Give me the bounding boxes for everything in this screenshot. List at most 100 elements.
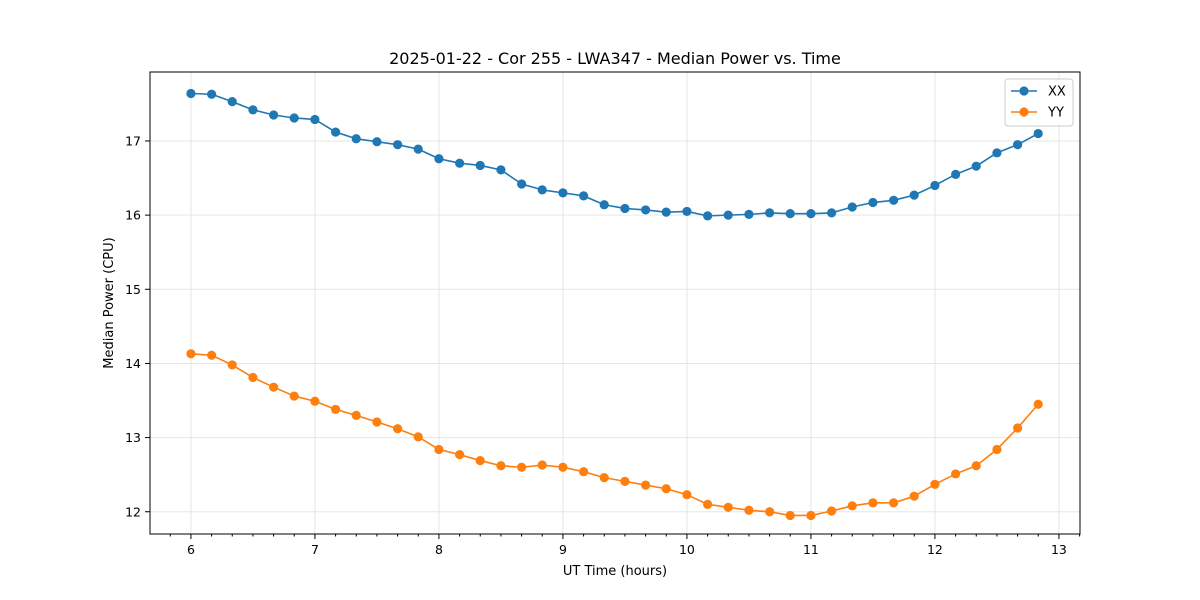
data-point-yy <box>599 473 609 483</box>
legend-marker-xx <box>1019 86 1029 96</box>
x-tick-label: 10 <box>679 542 695 557</box>
data-point-xx <box>413 144 423 154</box>
legend-marker-yy <box>1019 107 1029 117</box>
x-axis-label: UT Time (hours) <box>563 564 667 579</box>
legend-label-yy: YY <box>1047 106 1064 121</box>
data-point-yy <box>889 498 899 508</box>
data-point-xx <box>1013 140 1023 150</box>
data-point-xx <box>351 134 361 144</box>
x-tick-label: 9 <box>559 542 567 557</box>
data-point-xx <box>269 110 279 120</box>
legend-label-xx: XX <box>1048 85 1066 100</box>
data-point-yy <box>703 499 713 509</box>
series-line-yy <box>190 353 1039 517</box>
data-point-yy <box>661 484 671 494</box>
data-point-yy <box>682 490 692 500</box>
data-point-yy <box>971 461 981 471</box>
data-point-yy <box>806 510 816 521</box>
x-tick-label: 11 <box>803 542 819 557</box>
data-point-yy <box>868 498 878 508</box>
data-point-xx <box>227 97 237 107</box>
data-point-yy <box>847 501 857 511</box>
data-point-yy <box>413 432 423 442</box>
data-point-yy <box>765 507 775 517</box>
data-point-xx <box>620 203 630 214</box>
series-yy <box>186 349 1043 521</box>
data-point-xx <box>310 114 320 125</box>
data-point-yy <box>455 450 465 460</box>
y-tick-label: 14 <box>125 356 141 371</box>
data-point-xx <box>579 191 589 201</box>
data-point-xx <box>599 200 609 210</box>
series-xx <box>186 88 1043 221</box>
x-tick-label: 12 <box>927 542 943 557</box>
data-point-yy <box>992 444 1002 455</box>
data-point-yy <box>248 372 258 383</box>
data-point-yy <box>289 391 299 401</box>
data-point-xx <box>806 209 816 219</box>
data-point-xx <box>496 165 506 175</box>
data-point-xx <box>765 208 775 218</box>
x-tick-label: 7 <box>311 542 319 557</box>
data-point-xx <box>889 195 899 205</box>
data-point-xx <box>1033 128 1043 139</box>
data-point-xx <box>930 180 940 191</box>
data-point-xx <box>558 188 568 198</box>
data-point-yy <box>558 462 568 472</box>
data-point-yy <box>310 396 320 406</box>
data-point-yy <box>744 505 754 515</box>
data-point-yy <box>331 404 341 415</box>
data-point-xx <box>393 140 403 150</box>
data-point-xx <box>641 205 651 215</box>
data-point-xx <box>372 137 382 147</box>
data-point-yy <box>579 467 589 477</box>
x-tick-label: 8 <box>435 542 443 557</box>
y-tick-label: 16 <box>125 208 141 223</box>
data-point-yy <box>1033 399 1043 409</box>
data-point-yy <box>475 455 485 466</box>
data-point-yy <box>269 382 279 392</box>
data-point-xx <box>537 185 547 195</box>
x-tick-label: 13 <box>1051 542 1067 557</box>
data-point-xx <box>909 190 919 200</box>
data-point-yy <box>827 506 837 516</box>
data-point-yy <box>372 417 382 427</box>
data-point-xx <box>517 179 527 189</box>
data-point-xx <box>992 148 1002 158</box>
data-point-yy <box>393 424 403 434</box>
y-axis-label: Median Power (CPU) <box>102 237 117 368</box>
grid <box>150 72 1080 534</box>
data-point-yy <box>641 480 651 490</box>
data-point-yy <box>434 444 444 455</box>
plot-frame <box>149 71 1081 535</box>
data-point-xx <box>248 105 258 115</box>
data-point-xx <box>951 169 961 179</box>
axis-ticks: 6 7 8 9 10 11 12 13 12 13 14 15 16 17 <box>125 133 1081 557</box>
data-point-xx <box>847 202 857 212</box>
data-point-xx <box>207 89 217 99</box>
y-tick-label: 12 <box>125 504 141 519</box>
data-point-xx <box>785 209 795 219</box>
data-point-yy <box>207 350 217 360</box>
data-point-yy <box>496 461 506 471</box>
data-point-yy <box>351 410 361 420</box>
data-point-yy <box>930 479 940 489</box>
data-point-xx <box>744 209 754 219</box>
data-point-yy <box>227 360 237 370</box>
data-point-xx <box>455 158 465 168</box>
data-point-yy <box>909 491 919 501</box>
data-point-xx <box>682 206 692 217</box>
data-point-xx <box>331 127 341 137</box>
y-tick-label: 17 <box>125 133 141 148</box>
y-tick-label: 13 <box>125 430 141 445</box>
series-layer <box>186 88 1043 521</box>
data-point-xx <box>186 88 196 99</box>
data-point-yy <box>186 349 196 359</box>
data-point-xx <box>827 208 837 218</box>
data-point-xx <box>289 113 299 123</box>
y-tick-label: 15 <box>125 282 141 297</box>
data-point-xx <box>971 161 981 171</box>
data-point-yy <box>951 469 961 479</box>
x-tick-label: 6 <box>187 542 195 557</box>
